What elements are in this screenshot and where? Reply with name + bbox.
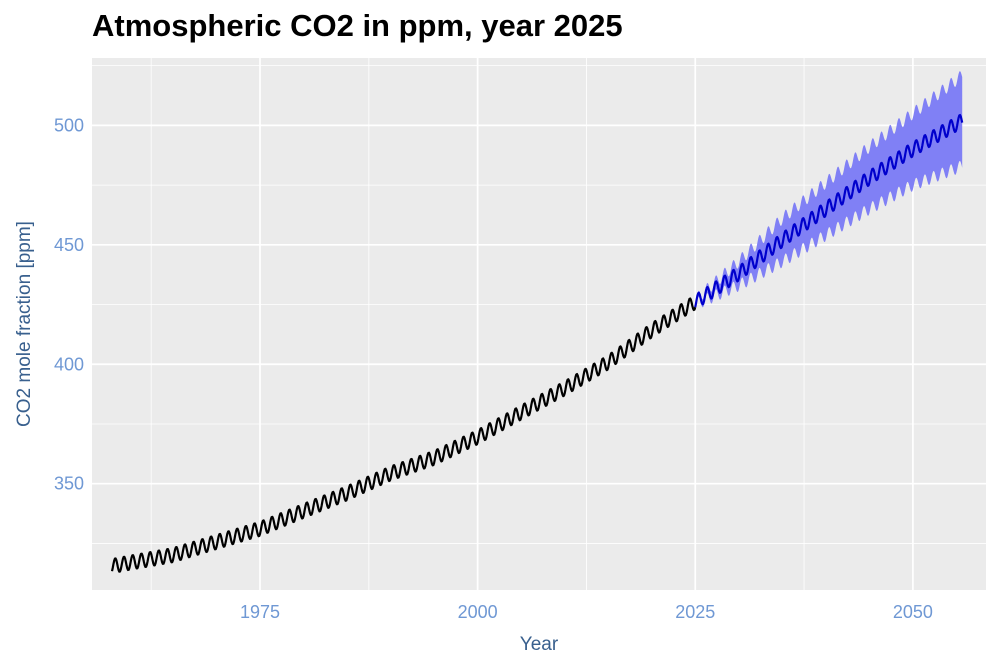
x-tick-label: 1975	[240, 602, 280, 622]
grid-lines	[92, 58, 986, 590]
x-axis-title: Year	[520, 634, 559, 655]
axis-labels: 1975 2000 2025 2050 350 400 450 500	[54, 115, 933, 622]
forecast-interval-band	[695, 71, 963, 309]
x-tick-label: 2025	[675, 602, 715, 622]
observed-line	[110, 297, 697, 573]
series-layer	[110, 71, 964, 573]
y-tick-label: 500	[54, 115, 84, 135]
y-tick-label: 450	[54, 235, 84, 255]
plot-panel	[92, 58, 986, 590]
y-tick-label: 400	[54, 354, 84, 374]
chart-title: Atmospheric CO2 in ppm, year 2025	[92, 8, 623, 43]
y-axis-title: CO2 mole fraction [ppm]	[14, 221, 35, 427]
x-tick-label: 2050	[893, 602, 933, 622]
forecast-line	[694, 113, 964, 308]
x-tick-label: 2000	[458, 602, 498, 622]
y-tick-label: 350	[54, 474, 84, 494]
